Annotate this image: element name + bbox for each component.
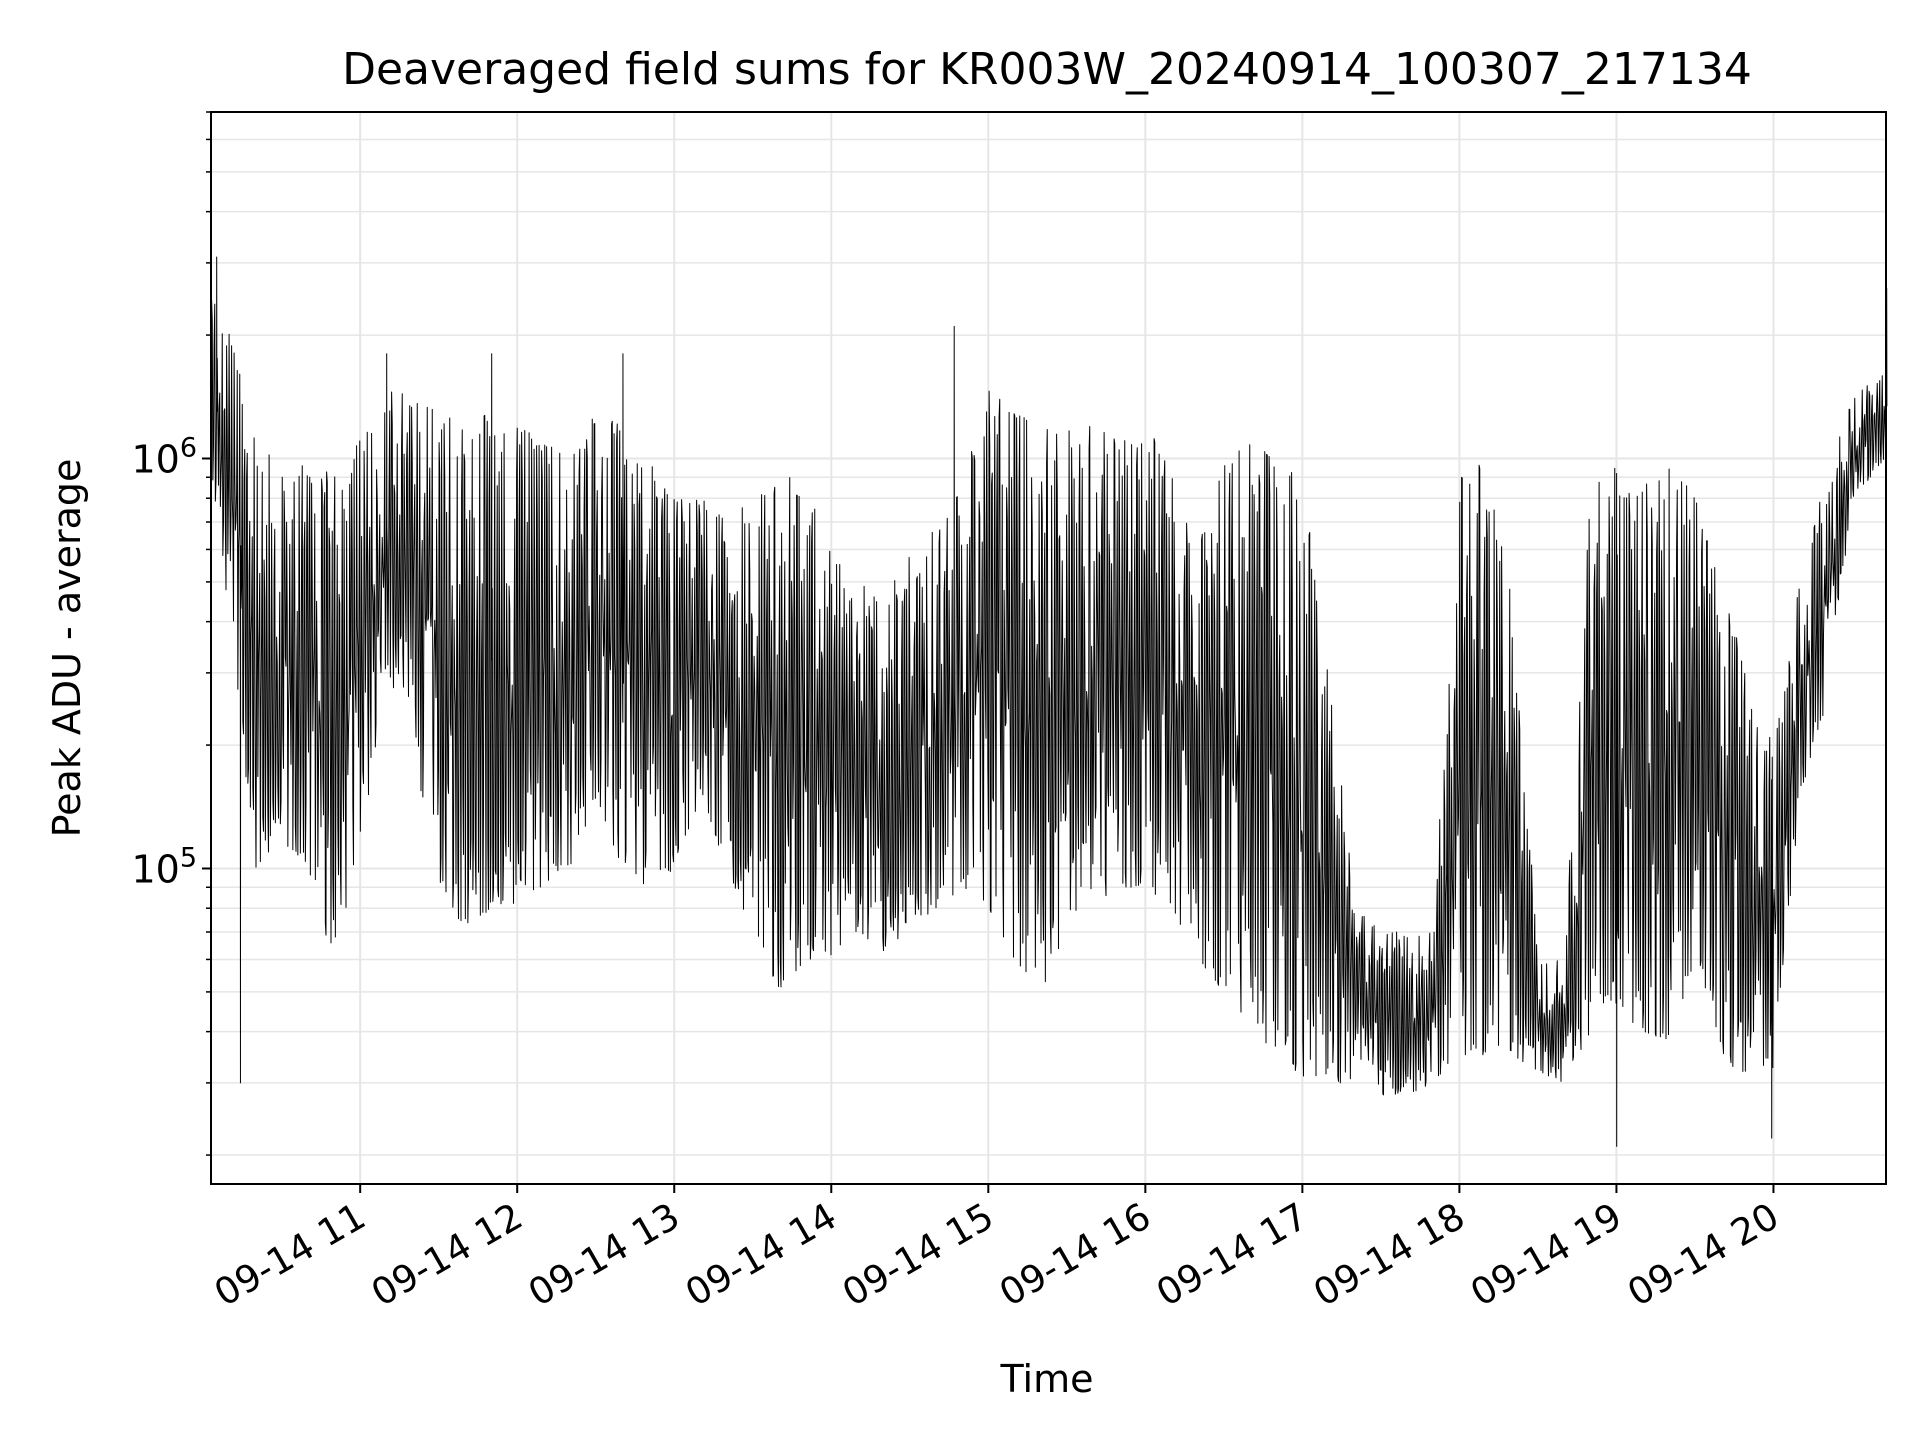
- y-tick-label: 105: [131, 842, 197, 891]
- chart-title: Deaveraged field sums for KR003W_2024091…: [342, 44, 1752, 95]
- plot-area: [210, 256, 1888, 1147]
- axes-frame: [210, 111, 1887, 1185]
- series-line: [210, 256, 1888, 1147]
- x-axis-label: Time: [1000, 1357, 1094, 1401]
- y-tick-label: 106: [131, 432, 197, 481]
- y-axis-label: Peak ADU - average: [45, 459, 89, 838]
